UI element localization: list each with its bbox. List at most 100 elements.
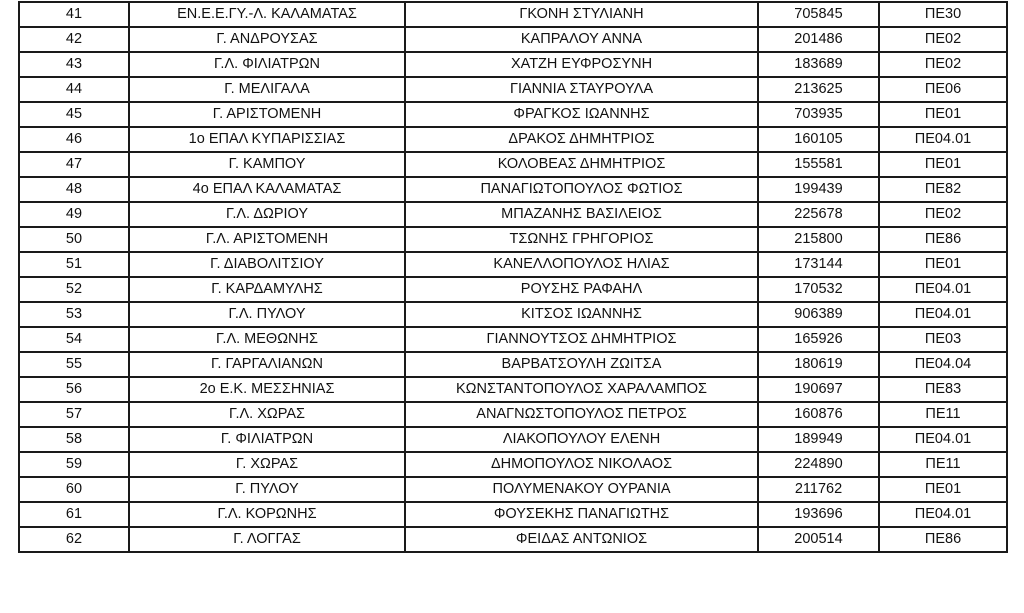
- teacher-name-cell: ΚΑΠΡΑΛΟΥ ΑΝΝΑ: [404, 26, 759, 53]
- school-cell: Γ. ΚΑΜΠΟΥ: [128, 151, 406, 178]
- staff-table: 41 ΕΝ.Ε.Ε.ΓΥ.-Λ. ΚΑΛΑΜΑΤΑΣ ΓΚΟΝΗ ΣΤΥΛΙΑΝΗ 7…: [18, 1, 1008, 553]
- specialty-cell: ΠΕ04.01: [878, 301, 1008, 328]
- teacher-name-cell: ΚΙΤΣΟΣ ΙΩΑΝΝΗΣ: [404, 301, 759, 328]
- table-row: 43 Γ.Λ. ΦΙΛΙΑΤΡΩΝ ΧΑΤΖΗ ΕΥΦΡΟΣΥΝΗ 183689 ΠΕ0…: [18, 51, 1008, 78]
- row-number: 56: [18, 376, 130, 403]
- table-body: 41 ΕΝ.Ε.Ε.ΓΥ.-Λ. ΚΑΛΑΜΑΤΑΣ ΓΚΟΝΗ ΣΤΥΛΙΑΝΗ 7…: [18, 1, 1008, 553]
- registry-number-cell: 199439: [757, 176, 880, 203]
- row-number: 59: [18, 451, 130, 478]
- specialty-cell: ΠΕ11: [878, 451, 1008, 478]
- table-row: 60 Γ. ΠΥΛΟΥ ΠΟΛΥΜΕΝΑΚΟΥ ΟΥΡΑΝΙΑ 211762 ΠΕ01: [18, 476, 1008, 503]
- table-row: 46 1ο ΕΠΑΛ ΚΥΠΑΡΙΣΣΙΑΣ ΔΡΑΚΟΣ ΔΗΜΗΤΡΙΟΣ 160…: [18, 126, 1008, 153]
- school-cell: Γ.Λ. ΜΕΘΩΝΗΣ: [128, 326, 406, 353]
- school-cell: Γ.Λ. ΧΩΡΑΣ: [128, 401, 406, 428]
- row-number: 50: [18, 226, 130, 253]
- teacher-name-cell: ΦΕΙΔΑΣ ΑΝΤΩΝΙΟΣ: [404, 526, 759, 553]
- row-number: 44: [18, 76, 130, 103]
- specialty-cell: ΠΕ01: [878, 151, 1008, 178]
- registry-number-cell: 200514: [757, 526, 880, 553]
- registry-number-cell: 170532: [757, 276, 880, 303]
- specialty-cell: ΠΕ82: [878, 176, 1008, 203]
- specialty-cell: ΠΕ86: [878, 226, 1008, 253]
- registry-number-cell: 906389: [757, 301, 880, 328]
- row-number: 47: [18, 151, 130, 178]
- table-row: 45 Γ. ΑΡΙΣΤΟΜΕΝΗ ΦΡΑΓΚΟΣ ΙΩΑΝΝΗΣ 703935 ΠΕ01: [18, 101, 1008, 128]
- specialty-cell: ΠΕ01: [878, 251, 1008, 278]
- row-number: 54: [18, 326, 130, 353]
- school-cell: Γ. ΑΝΔΡΟΥΣΑΣ: [128, 26, 406, 53]
- registry-number-cell: 215800: [757, 226, 880, 253]
- row-number: 53: [18, 301, 130, 328]
- registry-number-cell: 160105: [757, 126, 880, 153]
- school-cell: 1ο ΕΠΑΛ ΚΥΠΑΡΙΣΣΙΑΣ: [128, 126, 406, 153]
- row-number: 43: [18, 51, 130, 78]
- school-cell: Γ.Λ. ΚΟΡΩΝΗΣ: [128, 501, 406, 528]
- specialty-cell: ΠΕ83: [878, 376, 1008, 403]
- teacher-name-cell: ΚΩΝΣΤΑΝΤΟΠΟΥΛΟΣ ΧΑΡΑΛΑΜΠΟΣ: [404, 376, 759, 403]
- specialty-cell: ΠΕ04.01: [878, 276, 1008, 303]
- specialty-cell: ΠΕ03: [878, 326, 1008, 353]
- teacher-name-cell: ΧΑΤΖΗ ΕΥΦΡΟΣΥΝΗ: [404, 51, 759, 78]
- row-number: 58: [18, 426, 130, 453]
- table-row: 62 Γ. ΛΟΓΓΑΣ ΦΕΙΔΑΣ ΑΝΤΩΝΙΟΣ 200514 ΠΕ86: [18, 526, 1008, 553]
- table-row: 55 Γ. ΓΑΡΓΑΛΙΑΝΩΝ ΒΑΡΒΑΤΣΟΥΛΗ ΖΩΙΤΣΑ 180619…: [18, 351, 1008, 378]
- registry-number-cell: 705845: [757, 1, 880, 28]
- registry-number-cell: 211762: [757, 476, 880, 503]
- table-row: 42 Γ. ΑΝΔΡΟΥΣΑΣ ΚΑΠΡΑΛΟΥ ΑΝΝΑ 201486 ΠΕ02: [18, 26, 1008, 53]
- table-row: 50 Γ.Λ. ΑΡΙΣΤΟΜΕΝΗ ΤΣΩΝΗΣ ΓΡΗΓΟΡΙΟΣ 215800 Π…: [18, 226, 1008, 253]
- teacher-name-cell: ΦΟΥΣΕΚΗΣ ΠΑΝΑΓΙΩΤΗΣ: [404, 501, 759, 528]
- table-row: 51 Γ. ΔΙΑΒΟΛΙΤΣΙΟΥ ΚΑΝΕΛΛΟΠΟΥΛΟΣ ΗΛΙΑΣ 1731…: [18, 251, 1008, 278]
- table-row: 48 4ο ΕΠΑΛ ΚΑΛΑΜΑΤΑΣ ΠΑΝΑΓΙΩΤΟΠΟΥΛΟΣ ΦΩΤΙΟ…: [18, 176, 1008, 203]
- teacher-name-cell: ΚΟΛΟΒΕΑΣ ΔΗΜΗΤΡΙΟΣ: [404, 151, 759, 178]
- registry-number-cell: 180619: [757, 351, 880, 378]
- table-row: 49 Γ.Λ. ΔΩΡΙΟΥ ΜΠΑΖΑΝΗΣ ΒΑΣΙΛΕΙΟΣ 225678 ΠΕ0…: [18, 201, 1008, 228]
- specialty-cell: ΠΕ01: [878, 101, 1008, 128]
- school-cell: Γ.Λ. ΔΩΡΙΟΥ: [128, 201, 406, 228]
- registry-number-cell: 703935: [757, 101, 880, 128]
- teacher-name-cell: ΚΑΝΕΛΛΟΠΟΥΛΟΣ ΗΛΙΑΣ: [404, 251, 759, 278]
- school-cell: Γ. ΜΕΛΙΓΑΛΑ: [128, 76, 406, 103]
- specialty-cell: ΠΕ04.01: [878, 501, 1008, 528]
- registry-number-cell: 201486: [757, 26, 880, 53]
- registry-number-cell: 193696: [757, 501, 880, 528]
- row-number: 45: [18, 101, 130, 128]
- school-cell: Γ.Λ. ΦΙΛΙΑΤΡΩΝ: [128, 51, 406, 78]
- teacher-name-cell: ΤΣΩΝΗΣ ΓΡΗΓΟΡΙΟΣ: [404, 226, 759, 253]
- row-number: 49: [18, 201, 130, 228]
- specialty-cell: ΠΕ11: [878, 401, 1008, 428]
- school-cell: Γ.Λ. ΑΡΙΣΤΟΜΕΝΗ: [128, 226, 406, 253]
- specialty-cell: ΠΕ01: [878, 476, 1008, 503]
- school-cell: Γ. ΓΑΡΓΑΛΙΑΝΩΝ: [128, 351, 406, 378]
- registry-number-cell: 225678: [757, 201, 880, 228]
- row-number: 52: [18, 276, 130, 303]
- school-cell: ΕΝ.Ε.Ε.ΓΥ.-Λ. ΚΑΛΑΜΑΤΑΣ: [128, 1, 406, 28]
- school-cell: Γ. ΛΟΓΓΑΣ: [128, 526, 406, 553]
- school-cell: Γ. ΔΙΑΒΟΛΙΤΣΙΟΥ: [128, 251, 406, 278]
- table-row: 58 Γ. ΦΙΛΙΑΤΡΩΝ ΛΙΑΚΟΠΟΥΛΟΥ ΕΛΕΝΗ 189949 ΠΕ0…: [18, 426, 1008, 453]
- school-cell: Γ. ΠΥΛΟΥ: [128, 476, 406, 503]
- school-cell: Γ. ΚΑΡΔΑΜΥΛΗΣ: [128, 276, 406, 303]
- school-cell: Γ. ΧΩΡΑΣ: [128, 451, 406, 478]
- table-row: 47 Γ. ΚΑΜΠΟΥ ΚΟΛΟΒΕΑΣ ΔΗΜΗΤΡΙΟΣ 155581 ΠΕ01: [18, 151, 1008, 178]
- table-row: 44 Γ. ΜΕΛΙΓΑΛΑ ΓΙΑΝΝΙΑ ΣΤΑΥΡΟΥΛΑ 213625 ΠΕ06: [18, 76, 1008, 103]
- registry-number-cell: 213625: [757, 76, 880, 103]
- school-cell: 4ο ΕΠΑΛ ΚΑΛΑΜΑΤΑΣ: [128, 176, 406, 203]
- registry-number-cell: 183689: [757, 51, 880, 78]
- teacher-name-cell: ΒΑΡΒΑΤΣΟΥΛΗ ΖΩΙΤΣΑ: [404, 351, 759, 378]
- specialty-cell: ΠΕ02: [878, 201, 1008, 228]
- teacher-name-cell: ΜΠΑΖΑΝΗΣ ΒΑΣΙΛΕΙΟΣ: [404, 201, 759, 228]
- teacher-name-cell: ΛΙΑΚΟΠΟΥΛΟΥ ΕΛΕΝΗ: [404, 426, 759, 453]
- registry-number-cell: 165926: [757, 326, 880, 353]
- table-row: 59 Γ. ΧΩΡΑΣ ΔΗΜΟΠΟΥΛΟΣ ΝΙΚΟΛΑΟΣ 224890 ΠΕ11: [18, 451, 1008, 478]
- teacher-name-cell: ΑΝΑΓΝΩΣΤΟΠΟΥΛΟΣ ΠΕΤΡΟΣ: [404, 401, 759, 428]
- specialty-cell: ΠΕ30: [878, 1, 1008, 28]
- specialty-cell: ΠΕ02: [878, 26, 1008, 53]
- table-row: 61 Γ.Λ. ΚΟΡΩΝΗΣ ΦΟΥΣΕΚΗΣ ΠΑΝΑΓΙΩΤΗΣ 193696 Π…: [18, 501, 1008, 528]
- teacher-name-cell: ΓΙΑΝΝΙΑ ΣΤΑΥΡΟΥΛΑ: [404, 76, 759, 103]
- table-row: 52 Γ. ΚΑΡΔΑΜΥΛΗΣ ΡΟΥΣΗΣ ΡΑΦΑΗΛ 170532 ΠΕ04.0…: [18, 276, 1008, 303]
- teacher-name-cell: ΓΙΑΝΝΟΥΤΣΟΣ ΔΗΜΗΤΡΙΟΣ: [404, 326, 759, 353]
- row-number: 55: [18, 351, 130, 378]
- row-number: 41: [18, 1, 130, 28]
- teacher-name-cell: ΠΑΝΑΓΙΩΤΟΠΟΥΛΟΣ ΦΩΤΙΟΣ: [404, 176, 759, 203]
- registry-number-cell: 173144: [757, 251, 880, 278]
